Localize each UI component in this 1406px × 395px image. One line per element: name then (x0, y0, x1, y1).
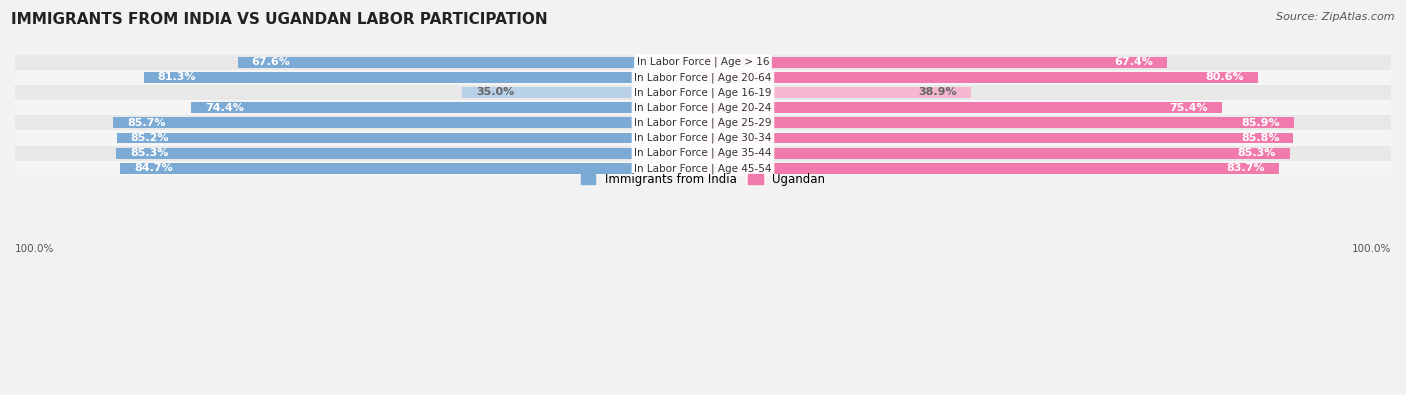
Bar (703, 148, 1289, 159)
Bar (15, 115, 1391, 130)
Text: 85.9%: 85.9% (1241, 118, 1281, 128)
Text: In Labor Force | Age 35-44: In Labor Force | Age 35-44 (634, 148, 772, 158)
Bar (15, 130, 1391, 146)
Text: 38.9%: 38.9% (918, 87, 957, 98)
Text: 85.3%: 85.3% (1237, 148, 1277, 158)
Text: IMMIGRANTS FROM INDIA VS UGANDAN LABOR PARTICIPATION: IMMIGRANTS FROM INDIA VS UGANDAN LABOR P… (11, 12, 548, 27)
Bar (703, 117, 1294, 128)
Bar (114, 117, 703, 128)
Text: In Labor Force | Age > 16: In Labor Force | Age > 16 (637, 57, 769, 67)
Bar (703, 72, 1257, 83)
Text: 83.7%: 83.7% (1226, 164, 1265, 173)
Text: 100.0%: 100.0% (1351, 244, 1391, 254)
Bar (15, 85, 1391, 100)
Text: 85.8%: 85.8% (1241, 133, 1279, 143)
Bar (121, 163, 703, 174)
Bar (117, 133, 703, 143)
Bar (703, 56, 1167, 68)
Bar (15, 55, 1391, 70)
Bar (238, 56, 703, 68)
Text: In Labor Force | Age 25-29: In Labor Force | Age 25-29 (634, 118, 772, 128)
Bar (703, 102, 1222, 113)
Bar (15, 146, 1391, 161)
Text: 74.4%: 74.4% (205, 103, 243, 113)
Bar (117, 148, 703, 159)
Text: In Labor Force | Age 30-34: In Labor Force | Age 30-34 (634, 133, 772, 143)
Bar (15, 100, 1391, 115)
Text: In Labor Force | Age 45-54: In Labor Force | Age 45-54 (634, 163, 772, 174)
Bar (703, 133, 1294, 143)
Text: Source: ZipAtlas.com: Source: ZipAtlas.com (1277, 12, 1395, 22)
Bar (15, 161, 1391, 176)
Text: 75.4%: 75.4% (1170, 103, 1208, 113)
Text: 100.0%: 100.0% (15, 244, 55, 254)
Text: 84.7%: 84.7% (134, 164, 173, 173)
Bar (703, 163, 1279, 174)
Legend: Immigrants from India, Ugandan: Immigrants from India, Ugandan (581, 173, 825, 186)
Text: 85.3%: 85.3% (129, 148, 169, 158)
Text: 81.3%: 81.3% (157, 72, 195, 82)
Bar (191, 102, 703, 113)
Text: 35.0%: 35.0% (477, 87, 515, 98)
Text: 85.7%: 85.7% (127, 118, 166, 128)
Text: 67.6%: 67.6% (252, 57, 291, 67)
Text: 80.6%: 80.6% (1205, 72, 1244, 82)
Bar (463, 87, 703, 98)
Text: In Labor Force | Age 20-24: In Labor Force | Age 20-24 (634, 102, 772, 113)
Bar (143, 72, 703, 83)
Text: 85.2%: 85.2% (131, 133, 169, 143)
Text: In Labor Force | Age 20-64: In Labor Force | Age 20-64 (634, 72, 772, 83)
Text: In Labor Force | Age 16-19: In Labor Force | Age 16-19 (634, 87, 772, 98)
Text: 67.4%: 67.4% (1114, 57, 1153, 67)
Bar (703, 87, 970, 98)
Bar (15, 70, 1391, 85)
